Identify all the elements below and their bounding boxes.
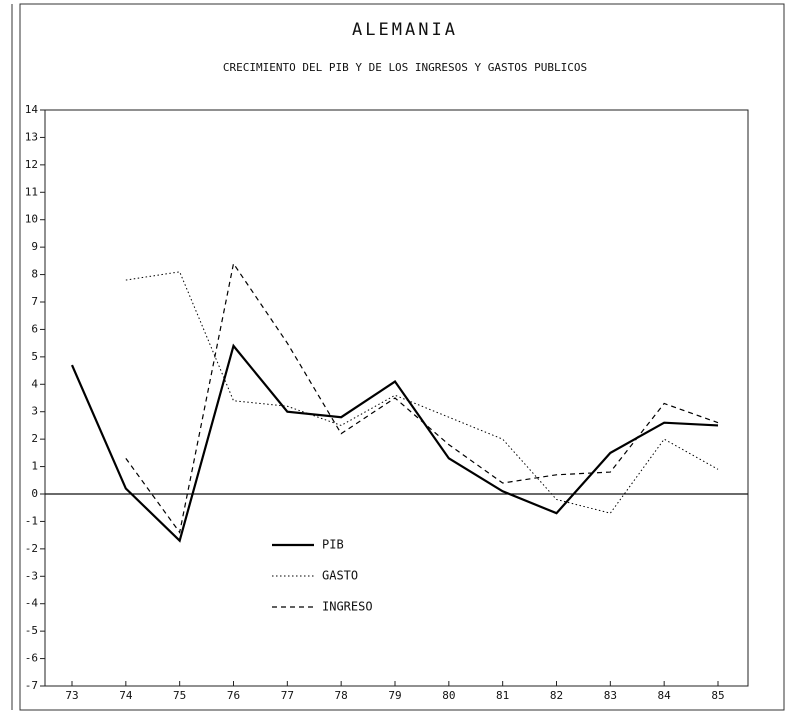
series-line — [125, 262, 719, 534]
x-tick-label: 78 — [335, 689, 348, 702]
x-tick-label: 82 — [550, 689, 563, 702]
y-tick-label: 10 — [25, 213, 38, 226]
y-tick-label: -6 — [25, 652, 38, 665]
x-tick-label: 76 — [227, 689, 240, 702]
plot-area — [44, 109, 749, 687]
x-tick-label: 83 — [604, 689, 617, 702]
x-tick-label: 85 — [711, 689, 724, 702]
y-tick-label: 6 — [31, 322, 38, 335]
y-tick-label: 11 — [25, 185, 38, 198]
x-tick-label: 73 — [65, 689, 78, 702]
y-tick-label: -4 — [25, 597, 39, 610]
y-tick-label: -2 — [25, 542, 38, 555]
y-tick-label: 0 — [31, 487, 38, 500]
chart-subtitle: CRECIMIENTO DEL PIB Y DE LOS INGRESOS Y … — [223, 61, 587, 74]
y-tick-label: 2 — [31, 432, 38, 445]
x-tick-label: 79 — [388, 689, 401, 702]
x-tick-label: 74 — [119, 689, 133, 702]
frame — [19, 3, 785, 711]
y-tick-label: -1 — [25, 514, 38, 527]
y-tick-label: 5 — [31, 350, 38, 363]
y-tick-label: 9 — [31, 240, 38, 253]
chart-title: ALEMANIA — [352, 20, 458, 40]
y-tick-label: 14 — [25, 103, 39, 116]
x-tick-label: 77 — [281, 689, 294, 702]
y-tick-label: 1 — [31, 460, 38, 473]
legend-label: INGRESO — [322, 600, 373, 614]
legend-label: GASTO — [322, 569, 358, 583]
y-tick-label: -3 — [25, 569, 38, 582]
y-tick-label: 13 — [25, 130, 38, 143]
y-tick-label: 4 — [31, 377, 38, 390]
y-tick-label: 12 — [25, 158, 38, 171]
y-tick-label: 8 — [31, 268, 38, 281]
x-tick-label: 84 — [658, 689, 672, 702]
x-tick-label: 80 — [442, 689, 455, 702]
legend-label: PIB — [322, 538, 344, 552]
y-tick-label: 7 — [31, 295, 38, 308]
series-line — [70, 343, 719, 543]
y-tick-label: 3 — [31, 405, 38, 418]
y-tick-label: -7 — [25, 679, 38, 692]
x-tick-label: 75 — [173, 689, 186, 702]
series-line — [125, 271, 719, 514]
y-tick-label: -5 — [25, 624, 38, 637]
x-tick-label: 81 — [496, 689, 509, 702]
